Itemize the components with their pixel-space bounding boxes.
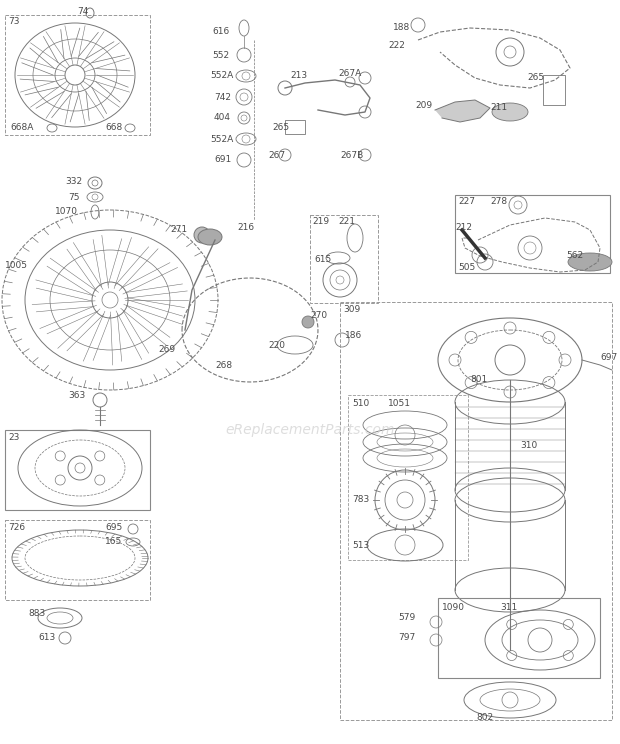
Text: 726: 726: [8, 524, 25, 533]
Text: 268: 268: [215, 361, 232, 370]
Text: 1090: 1090: [442, 603, 465, 612]
Text: 311: 311: [500, 603, 517, 612]
Text: 579: 579: [398, 614, 415, 623]
Text: 212: 212: [455, 223, 472, 232]
Text: 73: 73: [8, 18, 19, 27]
Text: 269: 269: [158, 345, 175, 354]
Text: 1070: 1070: [55, 208, 78, 217]
Text: 23: 23: [8, 434, 19, 443]
Text: 74: 74: [77, 7, 89, 16]
Text: eReplacementParts.com: eReplacementParts.com: [225, 423, 395, 437]
Text: 552A: 552A: [210, 71, 233, 80]
Text: 613: 613: [38, 633, 55, 643]
Text: 265: 265: [527, 74, 544, 83]
Text: 265: 265: [272, 123, 289, 132]
Text: 1051: 1051: [388, 399, 411, 408]
Text: 270: 270: [310, 310, 327, 319]
Text: 691: 691: [214, 155, 231, 164]
Text: 209: 209: [415, 100, 432, 109]
Text: 222: 222: [388, 40, 405, 50]
Ellipse shape: [568, 253, 612, 271]
Text: 310: 310: [520, 440, 538, 449]
Text: 75: 75: [68, 193, 79, 202]
Text: 616: 616: [212, 28, 229, 36]
Text: 695: 695: [105, 524, 122, 533]
Text: 213: 213: [290, 71, 307, 80]
Text: 221: 221: [338, 217, 355, 226]
Text: 1005: 1005: [5, 260, 28, 269]
Ellipse shape: [198, 229, 222, 245]
Text: 552A: 552A: [210, 135, 233, 144]
Text: 165: 165: [105, 537, 122, 547]
Text: 513: 513: [352, 540, 370, 550]
Text: 227: 227: [458, 197, 475, 207]
Text: 802: 802: [476, 713, 493, 722]
Text: 267: 267: [268, 150, 285, 159]
Text: 615: 615: [314, 255, 331, 265]
Text: 278: 278: [490, 197, 507, 207]
Text: 404: 404: [214, 114, 231, 123]
Text: 216: 216: [237, 223, 254, 232]
Ellipse shape: [492, 103, 528, 121]
Text: 188: 188: [393, 24, 410, 33]
Circle shape: [302, 316, 314, 328]
Text: 505: 505: [458, 263, 476, 272]
Text: 220: 220: [268, 341, 285, 350]
Text: 309: 309: [343, 306, 360, 315]
Text: 271: 271: [170, 225, 187, 234]
Text: 211: 211: [490, 103, 507, 112]
Text: 883: 883: [28, 609, 45, 618]
Text: 219: 219: [312, 217, 329, 226]
Text: 562: 562: [566, 251, 583, 260]
Text: 783: 783: [352, 496, 370, 504]
Polygon shape: [435, 100, 490, 122]
Text: 797: 797: [398, 633, 415, 643]
Text: 510: 510: [352, 399, 370, 408]
Text: 742: 742: [214, 92, 231, 101]
Circle shape: [194, 227, 210, 243]
Text: 552: 552: [212, 51, 229, 60]
Text: 697: 697: [600, 353, 618, 362]
Text: 801: 801: [470, 376, 487, 385]
Text: 332: 332: [65, 178, 82, 187]
Text: 267B: 267B: [340, 150, 363, 159]
Text: 668: 668: [105, 124, 122, 132]
Text: 363: 363: [68, 391, 86, 400]
Text: 186: 186: [345, 330, 362, 339]
Text: 267A: 267A: [338, 68, 361, 77]
Text: 668A: 668A: [10, 124, 33, 132]
